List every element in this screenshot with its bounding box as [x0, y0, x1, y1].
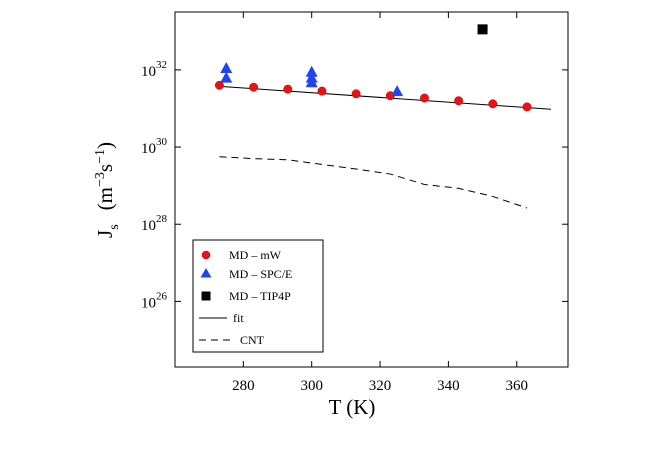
mw-data-point	[283, 84, 293, 94]
legend-mw-label: MD – mW	[229, 248, 282, 262]
mw-data-point	[522, 102, 532, 112]
mw-data-point	[214, 80, 224, 90]
x-tick-label: 320	[369, 378, 392, 394]
spce-data-point	[305, 76, 318, 88]
y-axis-title-mid: s	[93, 164, 117, 172]
x-axis-title: T (K)	[329, 395, 376, 419]
legend-mw-marker	[201, 250, 211, 260]
y-tick-label: 1032	[141, 59, 167, 80]
y-tick-label-exp: 32	[156, 59, 167, 71]
series-lines	[215, 85, 551, 209]
mw-data-point	[249, 82, 259, 92]
y-axis-title-close: )	[93, 142, 117, 149]
y-axis-title-sub: s	[107, 224, 122, 229]
fit-line	[215, 85, 551, 110]
y-tick-label-base: 10	[141, 218, 156, 234]
y-tick-label-exp: 30	[156, 136, 168, 148]
x-tick-label: 280	[232, 378, 255, 394]
axis-ticks	[175, 12, 568, 367]
legend-spce-marker	[200, 268, 212, 278]
x-tick-label: 340	[437, 378, 460, 394]
y-tick-label-base: 10	[141, 295, 156, 311]
spce-data-point	[220, 61, 233, 73]
plot-frame	[174, 11, 569, 368]
legend-tip4p-label: MD – TIP4P	[229, 289, 291, 303]
y-axis-title-units: (m	[93, 187, 117, 210]
y-tick-label: 1028	[141, 213, 168, 234]
cnt-curve	[219, 156, 528, 209]
y-tick-label-base: 10	[141, 141, 156, 157]
series-markers	[214, 24, 532, 112]
y-tick-label-exp: 28	[156, 213, 168, 225]
legend-fit-label: fit	[233, 311, 244, 325]
spce-data-point	[391, 85, 404, 97]
x-tick-label: 300	[300, 378, 323, 394]
mw-data-point	[317, 86, 327, 96]
y-axis-title-main: J	[93, 230, 117, 238]
y-tick-label-exp: 26	[156, 290, 168, 302]
svg-text:Js(m−3s−1): Js(m−3s−1)	[93, 142, 122, 238]
y-tick-label: 1030	[141, 136, 168, 157]
x-tick-label: 360	[505, 378, 528, 394]
legend: MD – mW MD – SPC/E MD – TIP4P fit CNT	[192, 239, 324, 353]
y-axis-title: Js(m−3s−1)	[93, 142, 122, 238]
legend-cnt-label: CNT	[240, 333, 265, 347]
mw-data-point	[454, 96, 464, 106]
mw-data-point	[351, 89, 361, 99]
legend-tip4p-marker	[201, 291, 211, 301]
y-axis-title-sup1: −3	[93, 172, 108, 187]
x-tick-labels: 280 300 320 340 360	[232, 378, 528, 394]
y-tick-label-base: 10	[141, 64, 156, 80]
mw-data-point	[488, 99, 498, 109]
spce-data-point	[220, 71, 233, 83]
y-tick-label: 1026	[141, 290, 168, 311]
mw-data-point	[420, 93, 429, 103]
y-axis-title-sup2: −1	[93, 149, 108, 164]
legend-spce-label: MD – SPC/E	[229, 267, 292, 281]
spce-data-point	[305, 65, 318, 77]
tip4p-data-point	[477, 24, 488, 35]
legend-box	[192, 239, 324, 353]
